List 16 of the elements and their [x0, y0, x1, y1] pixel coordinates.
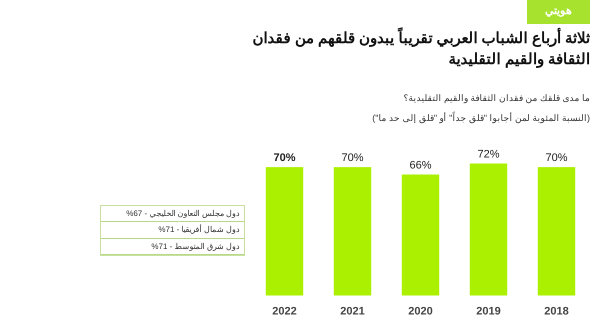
data-label: 70%: [341, 152, 364, 164]
x-tick-label: 2019: [476, 306, 501, 318]
data-label: 72%: [477, 148, 500, 160]
chart-title: ثلاثة أرباع الشباب العربي تقريباً يبدون قلقهم من فقدان الثقافة والقيم التقليدية: [252, 28, 590, 70]
text: هويتي: [527, 0, 590, 24]
text: دول مجلس التعاون الخليجي - 67%: [101, 206, 244, 222]
x-tick-label: 2022: [272, 306, 297, 318]
data-label: 70%: [273, 152, 296, 164]
chart-subtitle: ما مدى قلقك من فقدان الثقافة والقيم التقليدية؟ (النسبة المئوية لمن أجابوا "قلق جداً" أو "قلق إلى حد ما"): [371, 92, 590, 126]
text: دول شرق المتوسط - 71%: [101, 238, 244, 256]
x-tick-label: 2018: [544, 306, 569, 318]
x-tick-label: 2021: [340, 306, 365, 318]
data-label: 70%: [545, 152, 568, 164]
text: دول شمال أفريقيا - 71%: [101, 222, 244, 239]
x-tick-label: 2020: [408, 306, 433, 318]
data-label: 66%: [409, 160, 432, 172]
